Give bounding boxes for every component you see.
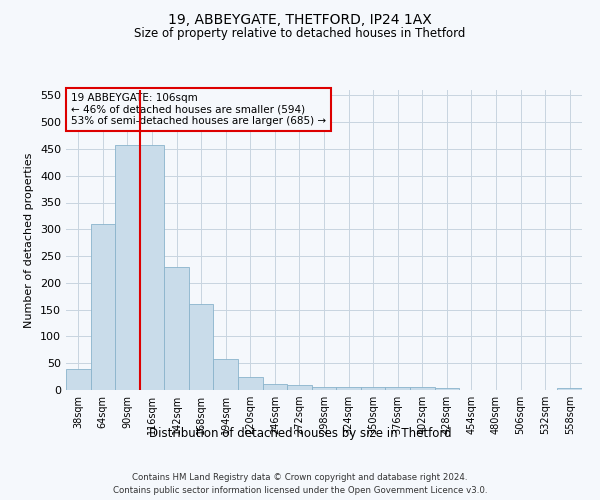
Text: 19 ABBEYGATE: 106sqm
← 46% of detached houses are smaller (594)
53% of semi-deta: 19 ABBEYGATE: 106sqm ← 46% of detached h… (71, 93, 326, 126)
Text: Contains public sector information licensed under the Open Government Licence v3: Contains public sector information licen… (113, 486, 487, 495)
Bar (336, 388, 361, 390)
Text: Size of property relative to detached houses in Thetford: Size of property relative to detached ho… (134, 28, 466, 40)
Bar (91, 224, 115, 390)
Bar (263, 384, 287, 390)
Bar (385, 388, 410, 390)
Bar (361, 388, 385, 390)
Bar (66, 368, 91, 390)
Text: Contains HM Land Registry data © Crown copyright and database right 2024.: Contains HM Land Registry data © Crown c… (132, 472, 468, 482)
Bar (238, 376, 263, 390)
Bar (140, 145, 164, 390)
Bar (557, 388, 582, 390)
Text: 19, ABBEYGATE, THETFORD, IP24 1AX: 19, ABBEYGATE, THETFORD, IP24 1AX (168, 12, 432, 26)
Bar (214, 359, 238, 390)
Bar (164, 267, 189, 390)
Text: Distribution of detached houses by size in Thetford: Distribution of detached houses by size … (149, 428, 451, 440)
Bar (287, 385, 312, 390)
Bar (434, 388, 459, 390)
Bar (410, 388, 434, 390)
Bar (189, 304, 214, 390)
Bar (312, 388, 336, 390)
Bar (115, 145, 140, 390)
Y-axis label: Number of detached properties: Number of detached properties (25, 152, 34, 328)
